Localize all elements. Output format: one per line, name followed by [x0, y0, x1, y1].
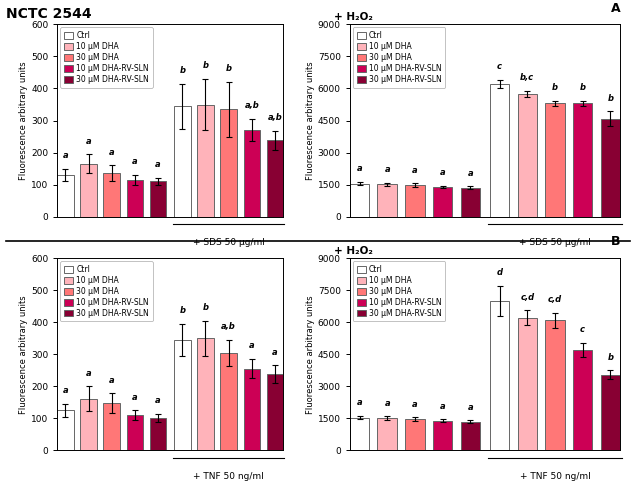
Y-axis label: Fluorescence arbitrary units: Fluorescence arbitrary units	[19, 295, 28, 413]
Bar	[518, 318, 537, 450]
Bar	[244, 369, 260, 450]
Text: d: d	[497, 268, 502, 277]
Text: b: b	[202, 61, 209, 70]
Text: a: a	[109, 376, 114, 385]
Text: b: b	[179, 66, 185, 75]
Bar	[378, 184, 397, 217]
Text: a: a	[467, 403, 473, 412]
Text: a: a	[384, 399, 390, 408]
Bar	[350, 184, 370, 217]
Text: a,b: a,b	[221, 322, 236, 331]
Text: a: a	[412, 400, 418, 409]
Bar	[174, 106, 191, 217]
Text: a: a	[249, 341, 254, 351]
Bar	[197, 338, 214, 450]
Bar	[266, 374, 283, 450]
Legend: Ctrl, 10 μM DHA, 30 μM DHA, 10 μM DHA-RV-SLN, 30 μM DHA-RV-SLN: Ctrl, 10 μM DHA, 30 μM DHA, 10 μM DHA-RV…	[353, 261, 445, 321]
Bar	[244, 130, 260, 217]
Legend: Ctrl, 10 μM DHA, 30 μM DHA, 10 μM DHA-RV-SLN, 30 μM DHA-RV-SLN: Ctrl, 10 μM DHA, 30 μM DHA, 10 μM DHA-RV…	[60, 27, 153, 88]
Bar	[57, 411, 74, 450]
Text: b: b	[552, 83, 558, 92]
Bar	[197, 105, 214, 217]
Text: b: b	[226, 64, 232, 74]
Legend: Ctrl, 10 μM DHA, 30 μM DHA, 10 μM DHA-RV-SLN, 30 μM DHA-RV-SLN: Ctrl, 10 μM DHA, 30 μM DHA, 10 μM DHA-RV…	[60, 261, 153, 321]
Bar	[490, 84, 509, 217]
Text: a: a	[412, 166, 418, 175]
Text: b: b	[607, 94, 613, 103]
Bar	[57, 175, 74, 217]
Bar	[433, 187, 452, 217]
Text: + SDS 50 μg/ml: + SDS 50 μg/ml	[519, 238, 591, 247]
Text: a: a	[440, 402, 445, 411]
Text: a: a	[62, 151, 68, 160]
Bar	[490, 301, 509, 450]
Bar	[545, 103, 565, 217]
Bar	[378, 418, 397, 450]
Text: NCTC 2544: NCTC 2544	[6, 7, 92, 21]
Text: b: b	[607, 353, 613, 362]
Text: + H₂O₂: + H₂O₂	[333, 12, 373, 22]
Bar	[573, 350, 592, 450]
Bar	[600, 375, 620, 450]
Text: b: b	[202, 303, 209, 312]
Text: a: a	[62, 386, 68, 395]
Text: c,d: c,d	[548, 295, 562, 304]
Bar	[573, 103, 592, 217]
Text: b: b	[579, 83, 586, 92]
Bar	[266, 140, 283, 217]
Text: a: a	[132, 157, 137, 167]
Text: a: a	[384, 165, 390, 174]
Text: c: c	[580, 325, 585, 334]
Y-axis label: Fluorescence arbitrary units: Fluorescence arbitrary units	[19, 61, 28, 180]
Text: a: a	[132, 393, 137, 402]
Text: a: a	[440, 168, 445, 177]
Text: + TNF 50 ng/ml: + TNF 50 ng/ml	[193, 471, 264, 481]
Bar	[80, 398, 97, 450]
Bar	[221, 353, 237, 450]
Bar	[545, 320, 565, 450]
Text: c: c	[497, 62, 502, 71]
Bar	[405, 185, 425, 217]
Text: b: b	[179, 306, 185, 315]
Bar	[221, 109, 237, 217]
Text: a: a	[272, 348, 278, 356]
Bar	[518, 94, 537, 217]
Text: + H₂O₂: + H₂O₂	[333, 246, 373, 256]
Bar	[127, 415, 143, 450]
Text: a,b: a,b	[244, 101, 259, 110]
Bar	[127, 180, 143, 217]
Text: c,d: c,d	[520, 293, 534, 302]
Text: a: a	[86, 136, 92, 146]
Text: a: a	[86, 369, 92, 378]
Text: b,c: b,c	[520, 74, 534, 82]
Text: a: a	[357, 164, 363, 173]
Bar	[405, 419, 425, 450]
Text: a: a	[155, 396, 161, 405]
Text: + SDS 50 μg/ml: + SDS 50 μg/ml	[193, 238, 265, 247]
Text: A: A	[611, 2, 620, 15]
Bar	[600, 119, 620, 217]
Text: a,b: a,b	[268, 113, 282, 122]
Bar	[149, 182, 166, 217]
Bar	[104, 173, 120, 217]
Bar	[80, 164, 97, 217]
Text: a: a	[467, 169, 473, 178]
Y-axis label: Fluorescence arbitrary units: Fluorescence arbitrary units	[306, 61, 315, 180]
Bar	[350, 417, 370, 450]
Text: a: a	[357, 398, 363, 407]
Bar	[460, 187, 480, 217]
Text: a: a	[155, 160, 161, 169]
Bar	[104, 403, 120, 450]
Text: B: B	[611, 236, 620, 248]
Text: a: a	[109, 148, 114, 157]
Bar	[433, 421, 452, 450]
Text: + TNF 50 ng/ml: + TNF 50 ng/ml	[520, 471, 590, 481]
Bar	[174, 340, 191, 450]
Bar	[460, 422, 480, 450]
Y-axis label: Fluorescence arbitrary units: Fluorescence arbitrary units	[306, 295, 315, 413]
Legend: Ctrl, 10 μM DHA, 30 μM DHA, 10 μM DHA-RV-SLN, 30 μM DHA-RV-SLN: Ctrl, 10 μM DHA, 30 μM DHA, 10 μM DHA-RV…	[353, 27, 445, 88]
Bar	[149, 418, 166, 450]
